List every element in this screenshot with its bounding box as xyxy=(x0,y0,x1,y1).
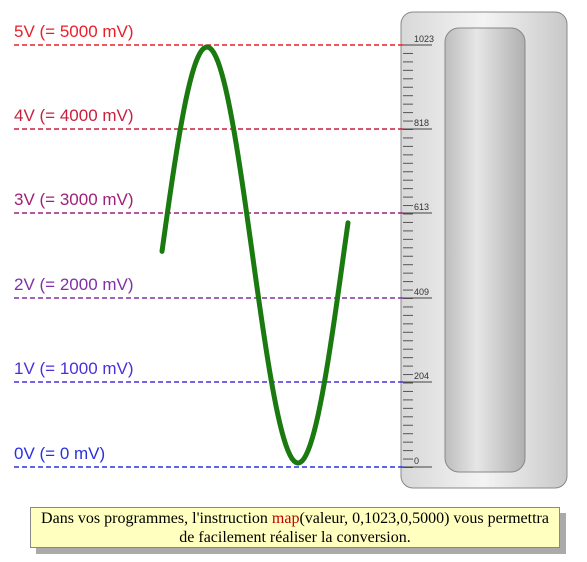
ruler-label: 1023 xyxy=(414,34,434,44)
sine-wave xyxy=(159,44,351,466)
ruler-tube xyxy=(444,27,526,473)
ruler-label: 613 xyxy=(414,202,429,212)
caption: Dans vos programmes, l'instruction map(v… xyxy=(30,507,560,548)
diagram: 5V (= 5000 mV) 4V (= 4000 mV) 3V (= 3000 m… xyxy=(14,11,568,489)
level-label: 0V (= 0 mV) xyxy=(14,444,105,463)
level-label: 4V (= 4000 mV) xyxy=(14,106,134,125)
ruler-label: 0 xyxy=(414,456,419,466)
level-label: 2V (= 2000 mV) xyxy=(14,275,134,294)
ruler-label: 409 xyxy=(414,287,429,297)
caption-keyword: map xyxy=(271,510,300,527)
caption-text: (valeur, 0,1023,0,5000) vous permettra d… xyxy=(179,510,549,546)
ruler-label: 204 xyxy=(414,371,429,381)
caption-text: Dans vos programmes, l'instruction xyxy=(41,510,272,527)
ruler-label: 818 xyxy=(414,118,429,128)
level-label: 1V (= 1000 mV) xyxy=(14,359,134,378)
level-label: 5V (= 5000 mV) xyxy=(14,22,134,41)
level-label: 3V (= 3000 mV) xyxy=(14,190,134,209)
